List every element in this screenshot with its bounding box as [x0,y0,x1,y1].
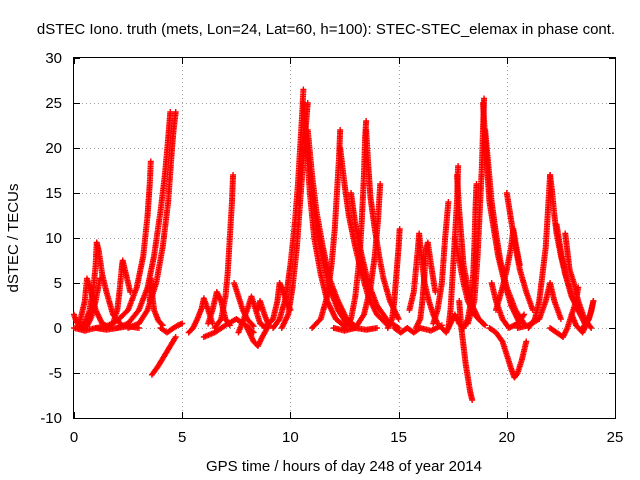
data-point [529,307,536,313]
data-point [521,311,528,318]
data-point [217,317,224,324]
data-point [469,397,476,403]
x-tick-label: 25 [607,429,624,446]
y-axis-label: dSTEC / TECUs [5,184,22,293]
data-point [432,289,439,295]
data-series [157,320,186,336]
axis-ticks: 0 5 10 15 20 25 -10 -5 0 5 10 15 20 25 30 [40,50,623,446]
y-tick-label: 0 [54,320,62,337]
data-point [225,321,232,328]
chart-title: dSTEC Iono. truth (mets, Lon=24, Lat=60,… [37,21,615,38]
data-series [486,325,530,381]
data-series [148,334,179,378]
plot-frame [73,57,616,419]
data-point [523,338,530,345]
data-point [481,95,488,102]
y-tick-label: 20 [45,140,62,157]
data-series [412,239,439,331]
x-tick-label: 5 [178,429,186,446]
data-point [479,320,486,327]
data-point [147,158,154,165]
data-point [179,320,186,327]
data-point [395,316,402,322]
data-point [455,163,462,169]
x-tick-label: 0 [70,429,78,446]
data-point [396,226,403,232]
data-point [167,109,174,115]
data-point [520,312,527,319]
data-point [363,118,370,124]
data-point [230,172,237,178]
data-point [172,109,179,115]
data-series [482,127,528,327]
data-series [488,280,528,331]
data-series [430,199,452,327]
y-tick-label: 25 [45,95,62,112]
x-tick-label: 15 [390,429,407,446]
y-tick-label: -10 [40,410,62,427]
data-series [330,325,380,334]
data-point [377,181,384,187]
data-points [71,86,597,403]
x-tick-label: 10 [282,429,299,446]
data-series [503,190,536,313]
data-point [249,322,256,328]
data-point [172,334,179,340]
data-point [300,86,307,93]
data-point [226,322,233,329]
y-tick-label: -5 [49,365,62,382]
x-axis-label: GPS time / hours of day 248 of year 2014 [206,458,482,475]
data-series [464,95,488,327]
data-point [478,319,485,326]
data-series [146,275,166,329]
data-point [445,199,452,205]
data-series [92,158,154,331]
data-point [337,127,344,133]
y-tick-label: 5 [54,275,62,292]
data-series [384,226,403,331]
data-point [347,317,354,324]
x-tick-label: 20 [498,429,515,446]
data-series [352,181,384,331]
y-tick-label: 15 [45,185,62,202]
data-series [261,280,294,331]
data-series [125,109,179,331]
y-tick-label: 10 [45,230,62,247]
data-point [250,323,257,330]
y-tick-label: 30 [45,50,62,67]
data-series [211,172,237,331]
